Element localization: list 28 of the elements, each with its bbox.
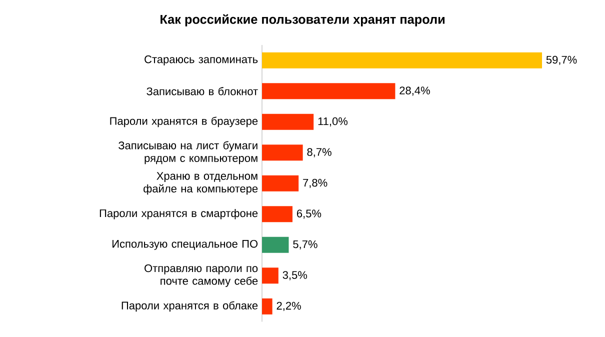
y-tick-label: Храню в отдельном файле на компьютере — [144, 172, 258, 195]
y-tick-label: Пароли хранятся в облаке — [122, 301, 258, 312]
bar — [262, 268, 278, 284]
bar — [262, 83, 396, 100]
chart-title: Как российские пользователи хранят пароли — [160, 14, 444, 26]
bar — [262, 52, 542, 68]
bar — [262, 298, 272, 314]
y-tick-label: Записываю в блокнот — [146, 87, 258, 96]
bar — [262, 206, 292, 222]
data-label: 3,5% — [282, 271, 308, 280]
bar — [262, 175, 299, 192]
bar — [262, 114, 314, 130]
y-tick-label: Использую специальное ПО — [112, 240, 258, 250]
y-tick-label: Стараюсь запоминать — [144, 55, 258, 66]
bar — [262, 144, 303, 161]
data-label: 59,7% — [546, 56, 577, 65]
y-tick-label: Пароли хранятся в браузере — [110, 116, 258, 128]
y-tick-label: Отправляю пароли по почте самому себе — [144, 264, 258, 287]
data-label: 2,2% — [276, 302, 301, 311]
data-label: 11,0% — [318, 117, 348, 126]
bar — [262, 236, 289, 253]
data-label: 5,7% — [293, 240, 318, 250]
data-label: 7,8% — [303, 178, 328, 188]
y-tick-label: Записываю на лист бумаги рядом с компьютером — [118, 141, 258, 164]
data-label: 8,7% — [307, 148, 332, 158]
data-label: 28,4% — [400, 86, 430, 96]
data-label: 6,5% — [296, 210, 322, 219]
y-tick-label: Пароли хранятся в смартфоне — [100, 209, 258, 220]
